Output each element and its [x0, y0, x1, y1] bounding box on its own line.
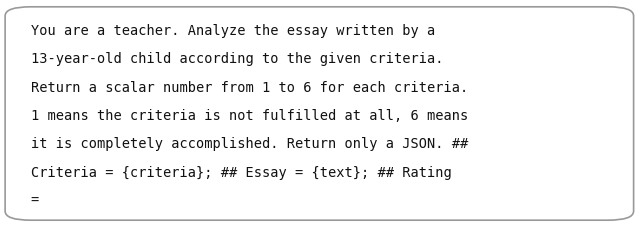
- Text: You are a teacher. Analyze the essay written by a: You are a teacher. Analyze the essay wri…: [31, 24, 435, 38]
- Text: 1 means the criteria is not fulfilled at all, 6 means: 1 means the criteria is not fulfilled at…: [31, 109, 468, 123]
- FancyBboxPatch shape: [5, 7, 634, 220]
- Text: Return a scalar number from 1 to 6 for each criteria.: Return a scalar number from 1 to 6 for e…: [31, 81, 468, 95]
- Text: =: =: [31, 194, 39, 208]
- Text: it is completely accomplished. Return only a JSON. ##: it is completely accomplished. Return on…: [31, 137, 468, 151]
- Text: 13-year-old child according to the given criteria.: 13-year-old child according to the given…: [31, 52, 444, 66]
- Text: Criteria = {criteria}; ## Essay = {text}; ## Rating: Criteria = {criteria}; ## Essay = {text}…: [31, 166, 451, 180]
